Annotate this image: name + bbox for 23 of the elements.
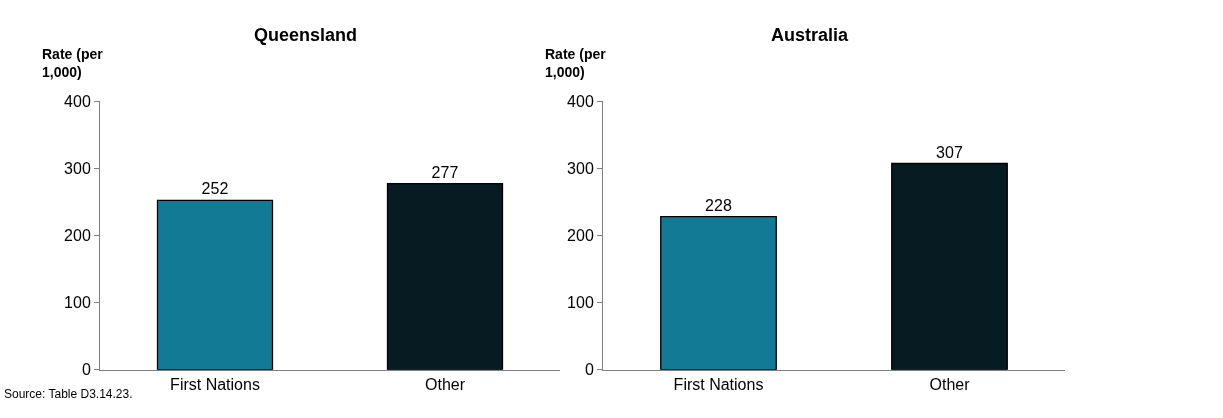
x-tick-label: Other xyxy=(929,375,971,393)
y-tick-label: 200 xyxy=(64,226,91,244)
y-tick-label: 200 xyxy=(567,226,594,244)
data-label: 307 xyxy=(936,143,963,161)
chart-title: Australia xyxy=(771,25,850,45)
y-axis-title: Rate (per 1,000) xyxy=(42,46,104,81)
y-tick-label: 0 xyxy=(584,361,594,379)
y-tick-label: 300 xyxy=(64,159,91,177)
y-tick-label: 100 xyxy=(64,294,91,312)
data-label: 277 xyxy=(431,163,459,181)
x-tick-label: Other xyxy=(424,375,466,393)
y-tick-label: 400 xyxy=(64,92,91,110)
x-tick-label: First Nations xyxy=(170,375,260,393)
y-tick-label: 0 xyxy=(81,361,91,379)
x-tick-label: First Nations xyxy=(673,375,764,393)
y-axis-title: Rate (per 1,000) xyxy=(545,46,607,81)
source-note: Source: Table D3.14.23. xyxy=(4,387,133,401)
y-tick-label: 400 xyxy=(567,92,594,110)
chart-title: Queensland xyxy=(254,25,358,45)
data-label: 228 xyxy=(705,196,732,214)
data-label: 252 xyxy=(201,180,229,198)
y-tick-label: 100 xyxy=(567,294,594,312)
y-tick-label: 300 xyxy=(567,159,594,177)
